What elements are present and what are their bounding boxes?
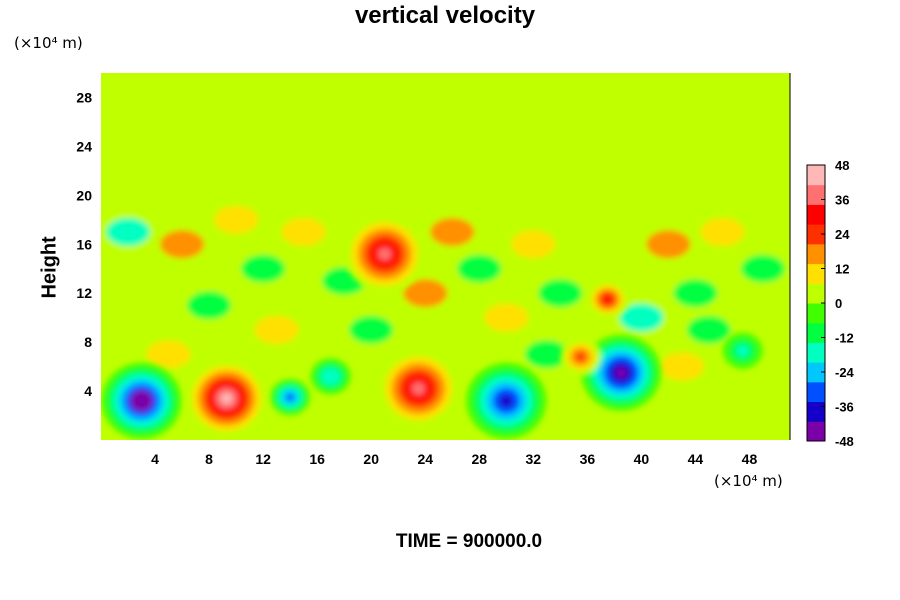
texture-blob	[740, 254, 785, 283]
colorbar-tick-label: -12	[835, 331, 854, 346]
texture-blob	[403, 279, 448, 308]
x-tick-label: 28	[471, 451, 487, 467]
colorbar-tick-label: -36	[835, 400, 854, 415]
colorbar-swatch	[807, 421, 825, 442]
y-tick-label: 24	[76, 138, 92, 154]
x-tick-label: 44	[688, 451, 704, 467]
y-tick-label: 16	[76, 236, 92, 252]
contour-level	[603, 295, 612, 303]
contour-level	[378, 247, 392, 261]
texture-blob	[430, 218, 475, 247]
colorbar-swatch	[807, 342, 825, 363]
colorbar-tick-label: 36	[835, 193, 849, 208]
contour-level	[325, 371, 336, 381]
x-tick-label: 40	[634, 451, 650, 467]
texture-blob	[484, 303, 529, 332]
colorbar-swatch	[807, 401, 825, 422]
colorbar-swatch	[807, 184, 825, 205]
x-tick-label: 48	[742, 451, 758, 467]
colorbar-tick-label: 12	[835, 262, 849, 277]
y-tick-label: 4	[84, 383, 92, 399]
x-tick-label: 36	[580, 451, 596, 467]
colorbar-swatch	[807, 362, 825, 383]
texture-blob	[619, 303, 664, 332]
texture-blob	[146, 340, 191, 369]
x-tick-label: 32	[526, 451, 542, 467]
texture-blob	[214, 205, 259, 234]
x-tick-label: 16	[309, 451, 325, 467]
x-tick-label: 8	[205, 451, 213, 467]
texture-blob	[659, 352, 704, 381]
texture-blob	[700, 218, 745, 247]
colorbar-swatch	[807, 204, 825, 225]
contour-level	[615, 367, 627, 379]
colorbar-swatch	[807, 322, 825, 343]
time-label: TIME = 900000.0	[395, 531, 543, 552]
colorbar-tick-label: 0	[835, 296, 842, 311]
texture-blob	[646, 230, 691, 259]
colorbar-tick-label: -24	[835, 365, 855, 380]
x-axis-unit: (×10⁴ m)	[714, 472, 783, 490]
x-tick-label: 12	[255, 451, 271, 467]
texture-blob	[511, 230, 556, 259]
colorbar-swatch	[807, 283, 825, 304]
plot-area	[101, 73, 790, 440]
x-tick-label: 20	[363, 451, 379, 467]
texture-blob	[673, 279, 718, 308]
colorbar-swatch	[807, 381, 825, 403]
texture-blob	[686, 315, 731, 344]
y-tick-label: 12	[76, 285, 92, 301]
texture-blob	[281, 218, 326, 247]
y-axis-unit: (×10⁴ m)	[14, 34, 83, 52]
colorbar-swatch	[807, 243, 825, 265]
contour-level	[286, 393, 295, 401]
colorbar-swatch	[807, 303, 825, 324]
chart-title: vertical velocity	[354, 2, 536, 29]
contour-level	[411, 382, 426, 395]
texture-blob	[187, 291, 232, 320]
texture-blob	[241, 254, 286, 283]
contour-level	[135, 395, 148, 407]
y-tick-label: 8	[84, 334, 92, 350]
y-tick-label: 28	[76, 89, 92, 105]
x-tick-label: 24	[417, 451, 433, 467]
texture-blob	[538, 279, 583, 308]
colorbar-tick-label: 48	[835, 158, 849, 173]
colorbar-swatch	[807, 224, 825, 245]
texture-blob	[106, 218, 151, 247]
colorbar: 48 36 24 12 0 -12 -24 -36 -48	[806, 158, 855, 449]
contour-level	[220, 392, 233, 404]
colorbar-swatch	[807, 263, 825, 284]
colorbar-swatch	[807, 165, 825, 186]
x-tick-label: 4	[151, 451, 159, 467]
contour-level	[499, 394, 513, 408]
texture-blob	[254, 315, 299, 344]
colorbar-tick-label: 24	[835, 227, 850, 242]
texture-blob	[160, 230, 205, 259]
colorbar-tick-label: -48	[835, 434, 854, 449]
contour-features	[101, 216, 763, 439]
texture-blob	[457, 254, 502, 283]
contour-level	[736, 344, 750, 357]
texture-blob	[349, 315, 394, 344]
texture-blob	[524, 340, 569, 369]
contour-level	[575, 352, 586, 362]
y-tick-label: 20	[76, 187, 92, 203]
